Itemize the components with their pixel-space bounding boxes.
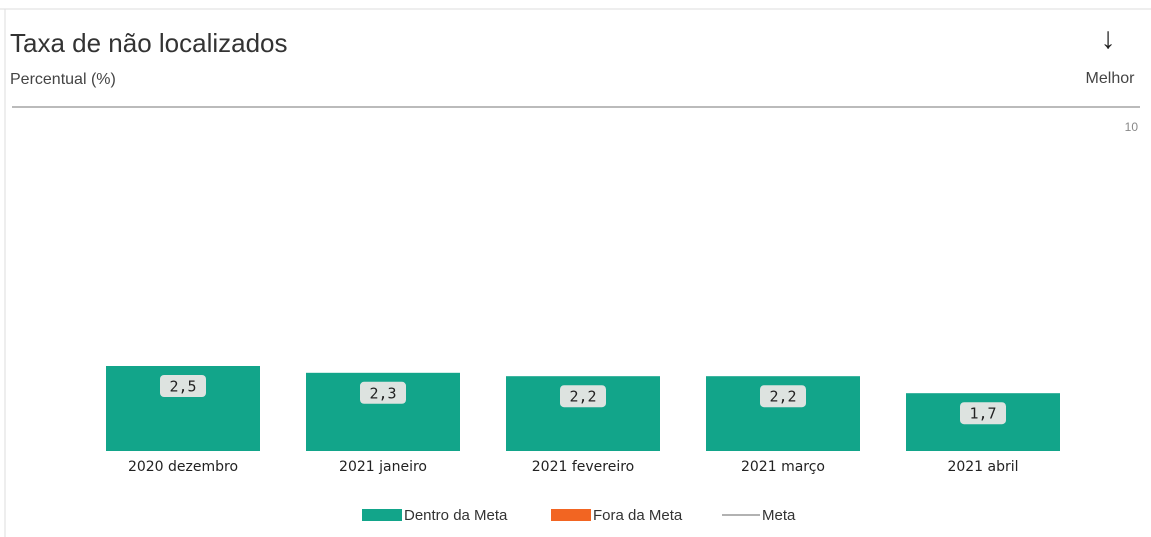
x-tick-label: 2020 dezembro (128, 459, 238, 475)
value-label: 2,5 (169, 378, 196, 396)
legend-label: Fora da Meta (593, 507, 683, 524)
legend-label: Dentro da Meta (404, 507, 508, 524)
value-label: 1,7 (969, 405, 996, 423)
value-label-box (760, 385, 806, 408)
value-label-box (560, 385, 606, 408)
direction-arrow: ↓ (1101, 22, 1116, 55)
x-tick-label: 2021 abril (947, 459, 1018, 475)
value-label: 2,2 (769, 388, 796, 406)
legend-swatch (551, 509, 591, 521)
legend-label: Meta (762, 507, 796, 524)
value-label-box (160, 375, 206, 397)
chart-subtitle: Percentual (%) (10, 71, 116, 88)
x-tick-label: 2021 março (741, 459, 825, 475)
value-label-box (360, 381, 406, 404)
direction-label: Melhor (1086, 70, 1136, 87)
y-tick-label: 10 (1125, 120, 1139, 134)
x-tick-label: 2021 janeiro (339, 459, 427, 475)
x-tick-label: 2021 fevereiro (532, 459, 634, 475)
value-label: 2,3 (369, 384, 396, 402)
value-label: 2,2 (569, 388, 596, 406)
value-label-box (960, 402, 1006, 425)
legend-swatch (362, 509, 402, 521)
chart-title: Taxa de não localizados (10, 28, 288, 58)
